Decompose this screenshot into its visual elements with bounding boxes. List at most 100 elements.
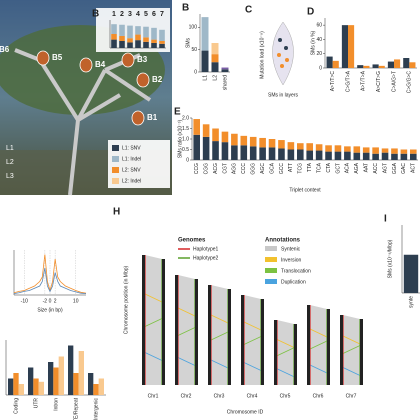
x-tick-label: CCG	[194, 163, 200, 174]
bar	[372, 64, 379, 68]
bar	[127, 25, 133, 39]
bar	[353, 146, 361, 153]
x-tick-label: Intron	[53, 398, 59, 411]
haplotype2	[327, 309, 330, 385]
x-tick-label: CTA	[326, 162, 332, 172]
y-label: Mutation load (x10⁻⁸)	[259, 31, 265, 79]
annotation-link	[309, 340, 328, 350]
bar	[68, 345, 74, 395]
dot	[278, 38, 282, 42]
bar	[391, 153, 398, 160]
bar	[212, 128, 219, 142]
x-tick-label: AGG	[232, 163, 238, 174]
bar	[357, 65, 364, 68]
bar	[344, 151, 351, 160]
bar	[159, 29, 165, 41]
dot	[280, 64, 284, 68]
synteny	[145, 255, 162, 385]
x-tick-label: ACA	[345, 162, 351, 173]
inset-bg	[96, 8, 170, 52]
bar	[394, 59, 401, 68]
legend-swatch	[265, 257, 277, 262]
synteny	[343, 315, 360, 385]
x-tick-label: Intergenic	[93, 398, 99, 420]
x-tick-label: GCT	[335, 163, 341, 174]
x-label: Triplet context	[289, 187, 321, 193]
chromosome-label: Chr5	[280, 393, 291, 399]
bar	[53, 367, 59, 395]
x-tick-label: 7	[160, 11, 164, 18]
x-tick-label: 3	[128, 11, 132, 18]
bar	[259, 137, 266, 148]
haplotype1	[142, 255, 145, 385]
bar	[212, 141, 219, 160]
bar	[278, 148, 285, 160]
bar	[98, 378, 104, 395]
synteny	[277, 320, 294, 385]
legend-title: Genomes	[178, 238, 206, 244]
bar	[315, 150, 323, 160]
x-label: Chromosome ID	[227, 409, 264, 415]
bar	[409, 153, 417, 160]
x-tick-label: C>G/G>C	[407, 71, 413, 94]
bar	[119, 24, 125, 36]
bar	[211, 43, 219, 55]
branch-label: B1	[147, 113, 158, 122]
bar	[111, 24, 117, 34]
annotation-link	[177, 307, 196, 317]
bar	[73, 373, 79, 395]
layer-label: L3	[6, 173, 14, 180]
bar	[403, 58, 410, 68]
x-tick-label: AGC	[260, 163, 266, 174]
x-tick-label: ATT	[288, 163, 294, 172]
bar	[259, 147, 266, 160]
bar	[409, 149, 417, 154]
bar	[268, 147, 276, 160]
bar	[159, 43, 165, 48]
x-tick-label: -2	[43, 298, 48, 304]
synteny	[178, 275, 195, 385]
legend-swatch	[265, 268, 277, 273]
bar	[403, 254, 419, 293]
bar	[249, 136, 257, 147]
bar	[344, 146, 351, 152]
bar	[202, 124, 210, 137]
y-label: SMs (in %)	[310, 30, 316, 55]
bar	[249, 146, 257, 160]
haplotype1	[175, 275, 178, 385]
branch-marker	[121, 52, 135, 68]
panel-label: H	[113, 207, 120, 218]
x-tick-label: A>T/T>A	[361, 70, 367, 91]
violin	[272, 21, 294, 86]
bar	[268, 139, 276, 148]
x-tick-label: synte	[408, 296, 414, 308]
bar	[306, 143, 314, 151]
bar	[326, 56, 333, 68]
y-tick-label: 1.0	[182, 136, 189, 142]
branch-marker	[131, 110, 145, 126]
haplotype1	[208, 285, 211, 385]
bar	[372, 147, 379, 154]
y-tick-label: 1.5	[182, 126, 189, 132]
bar	[143, 41, 149, 48]
bar	[111, 39, 117, 48]
annotation-link	[243, 362, 262, 371]
bar	[400, 149, 408, 154]
legend-label: L1: Indel	[122, 156, 141, 162]
bar	[221, 69, 229, 72]
haplotype2	[261, 299, 264, 385]
y-label: Chromosome position (in Mbp)	[123, 265, 129, 334]
bar	[221, 67, 229, 70]
haplotype1	[340, 315, 343, 385]
y-tick-label: 100	[189, 25, 198, 31]
y-tick-label: 0	[186, 157, 189, 163]
bar	[58, 356, 64, 395]
dot	[277, 53, 281, 57]
bar	[135, 26, 141, 35]
legend-swatch	[265, 279, 277, 284]
bar	[201, 17, 209, 51]
bar	[332, 60, 339, 68]
bar	[306, 150, 314, 160]
x-label: SMs in layers	[268, 92, 299, 98]
bar	[193, 119, 201, 135]
